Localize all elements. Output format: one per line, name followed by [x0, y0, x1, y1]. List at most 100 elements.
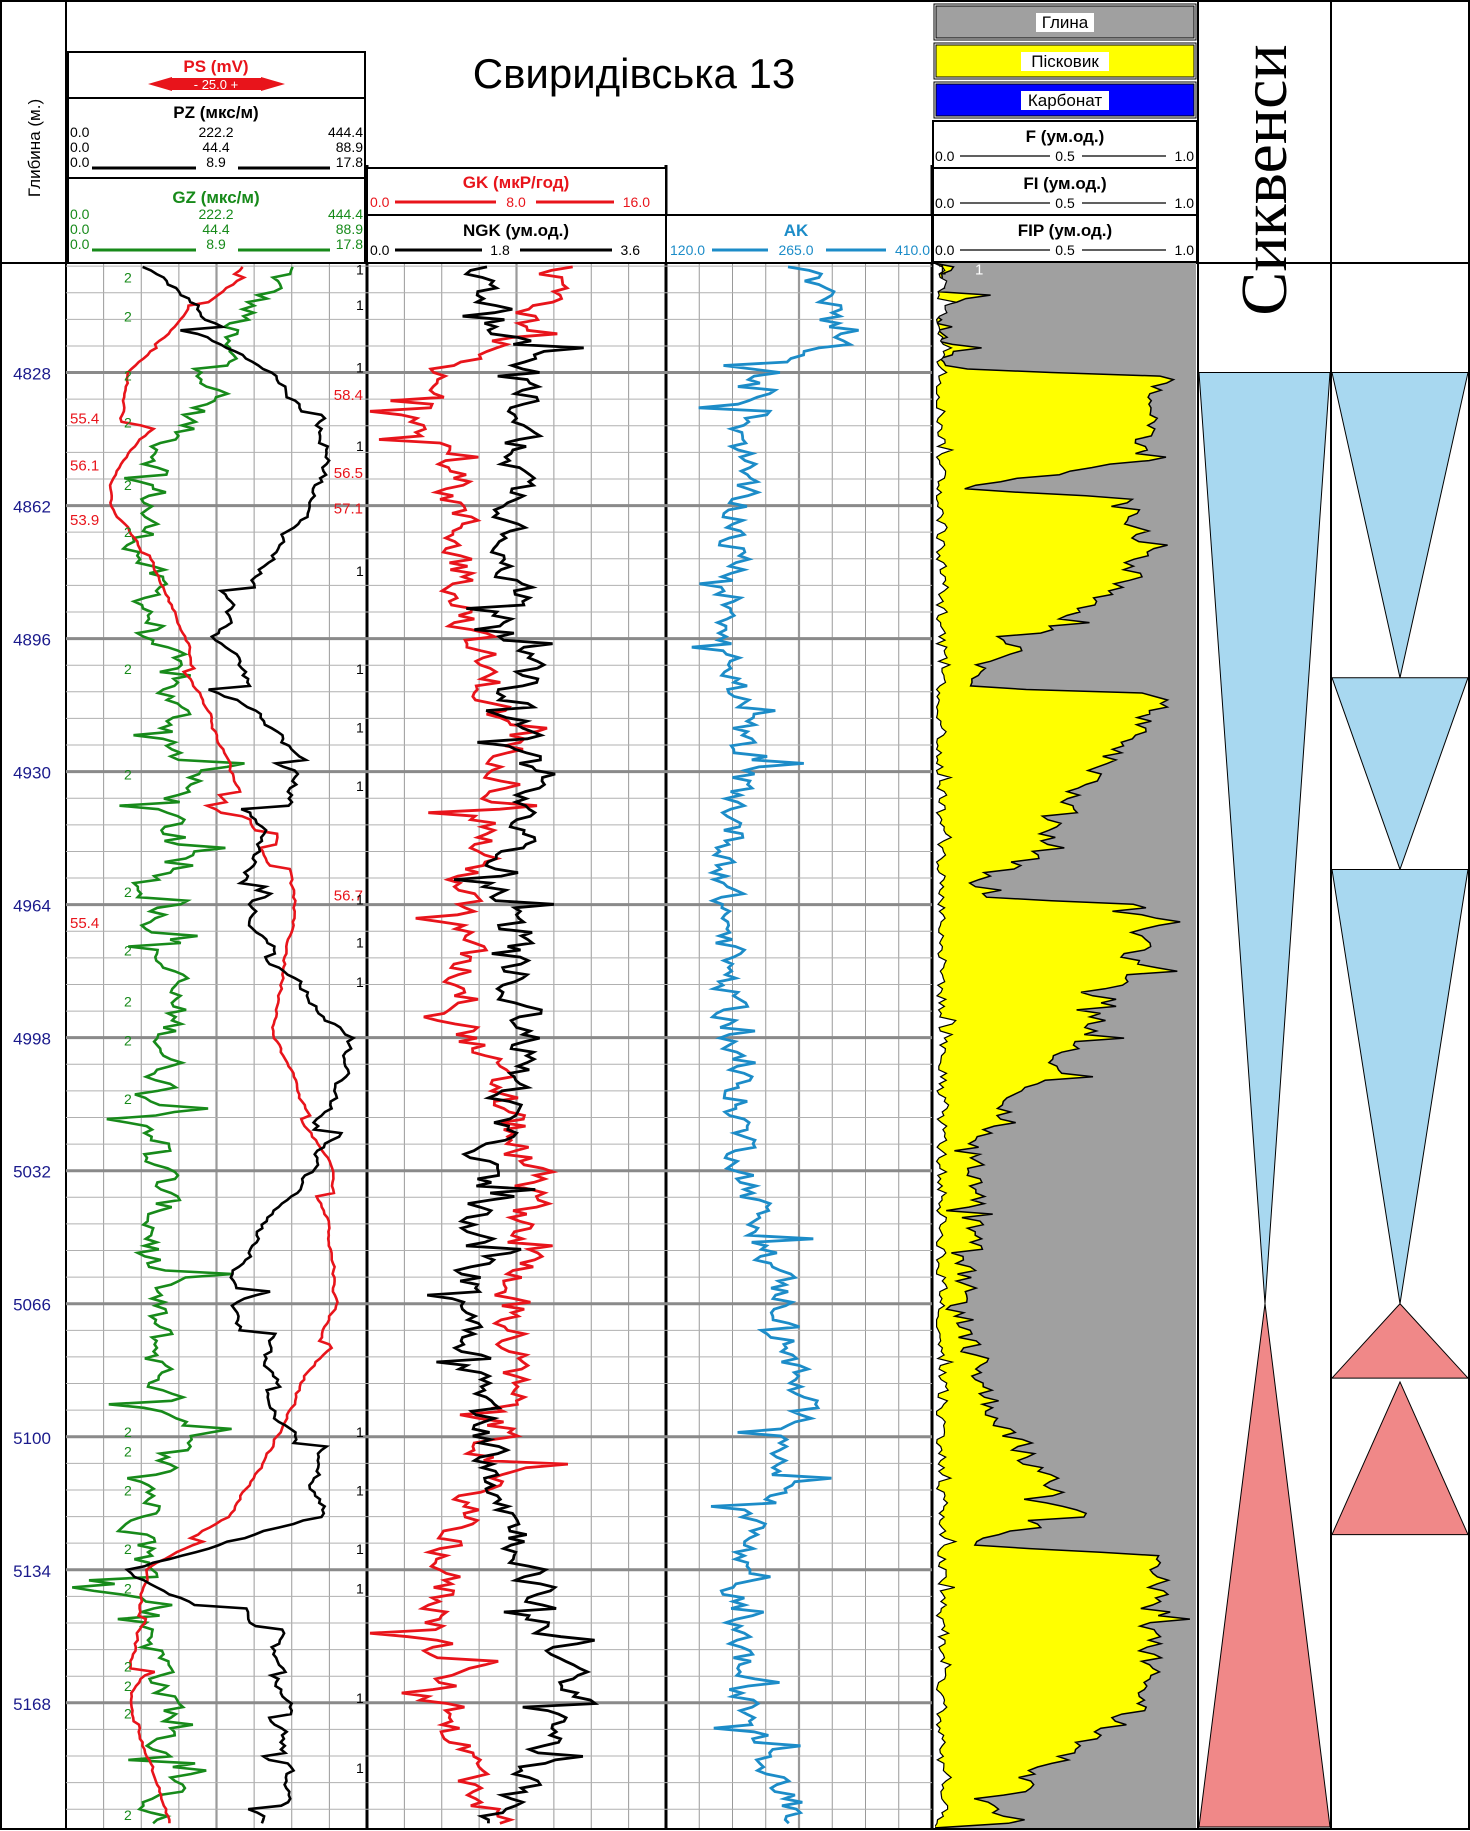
f-scale-max: 1.0 — [1175, 148, 1195, 164]
gk-header-box — [366, 167, 667, 216]
curve-marker-1: 1 — [356, 720, 364, 736]
pz-curve-label: PZ (мкс/м) — [173, 103, 258, 122]
curve-marker-2: 2 — [124, 477, 132, 493]
sequence-triangle-blue — [1331, 372, 1469, 678]
depth-tick-label: 5032 — [13, 1163, 51, 1182]
f-scale-min: 0.0 — [935, 148, 955, 164]
fi-scale-max: 1.0 — [1175, 195, 1195, 211]
curve-marker-1: 1 — [356, 1580, 364, 1596]
legend-label: Карбонат — [1028, 91, 1102, 110]
pz-scale-mid: 44.4 — [202, 139, 229, 155]
gk-curve — [369, 265, 573, 1825]
ngk-scale-mid: 1.8 — [490, 242, 510, 258]
curve-marker-1: 1 — [356, 974, 364, 990]
curve-marker-1: 1 — [356, 892, 364, 908]
gz-scale-min: 0.0 — [70, 236, 90, 252]
ps-curve-label: PS (mV) — [183, 57, 248, 76]
gk-scale-min: 0.0 — [370, 194, 390, 210]
ps-annotation-right: 56.5 — [334, 465, 363, 482]
white-fill — [935, 263, 959, 1828]
curve-marker-1: 1 — [356, 438, 364, 454]
legend-label: Пісковик — [1031, 52, 1099, 71]
depth-tick-label: 5066 — [13, 1296, 51, 1315]
ps-annotation: 55.4 — [70, 915, 99, 932]
sequence-column-1 — [1198, 372, 1331, 1828]
gz-scale-max: 88.9 — [336, 221, 363, 237]
fi-scale-mid: 0.5 — [1055, 195, 1075, 211]
legend-label-bg — [1036, 13, 1094, 32]
curve-marker-1: 1 — [356, 661, 364, 677]
ak-scale-max: 410.0 — [895, 242, 930, 258]
gz-scale-mid: 8.9 — [206, 236, 226, 252]
curve-marker-1: 1 — [356, 262, 364, 278]
ngk-curve — [427, 265, 600, 1824]
sequence-triangle-blue — [1331, 677, 1469, 871]
pz-scale-max: 88.9 — [336, 139, 363, 155]
ak-curve-label: AK — [784, 221, 809, 240]
sandstone-fill — [935, 263, 1190, 1828]
pz-scale-max: 17.8 — [336, 154, 363, 170]
track-grid — [66, 263, 367, 1828]
fip-curve-label: FIP (ум.од.) — [1018, 221, 1112, 240]
fi-scale-min: 0.0 — [935, 195, 955, 211]
well-title: Свиридівська 13 — [473, 50, 796, 97]
header-track-2: GK (мкР/год) 0.0 8.0 16.0 NGK (ум.од.) 0.0 1.8… — [366, 167, 667, 264]
curve-marker-2: 2 — [124, 1541, 132, 1557]
sequences-title: Сиквенси — [1228, 44, 1301, 315]
curve-marker-2: 2 — [124, 524, 132, 540]
curve-marker-1: 1 — [356, 1760, 364, 1776]
curve-marker-2: 2 — [124, 1033, 132, 1049]
pz-scale-min: 0.0 — [70, 154, 90, 170]
ps-scale-label: - 25.0 + — [194, 77, 238, 92]
curve-marker-2: 2 — [124, 1091, 132, 1107]
curve-marker-2: 2 — [124, 766, 132, 782]
curve-marker-1: 1 — [356, 1482, 364, 1498]
curve-marker-2: 2 — [124, 1659, 132, 1675]
curve-marker-2: 2 — [124, 367, 132, 383]
curve-marker-2: 2 — [124, 309, 132, 325]
pz-scale-max: 444.4 — [328, 124, 363, 140]
gz-scale-max: 17.8 — [336, 236, 363, 252]
ps-annotation-right: 58.4 — [334, 387, 363, 404]
track-4-lithology — [935, 263, 1196, 1828]
ps-annotation-right: 57.1 — [334, 500, 363, 517]
curve-marker-2: 2 — [124, 414, 132, 430]
pz-scale-mid: 8.9 — [206, 154, 226, 170]
legend-label-bg — [1021, 52, 1109, 71]
curve-marker-2: 2 — [124, 1443, 132, 1459]
curve-marker-2: 2 — [124, 1424, 132, 1440]
track-2-curves — [369, 265, 600, 1825]
f-scale-mid: 0.5 — [1055, 148, 1075, 164]
track-1-curves — [71, 265, 357, 1825]
ps-curve — [108, 266, 339, 1824]
ps-annotation-right: 56.7 — [334, 888, 363, 905]
depth-tick-label: 4896 — [13, 631, 51, 650]
sequence-triangle-blue — [1331, 868, 1469, 1304]
gk-curve-label: GK (мкР/год) — [463, 173, 570, 192]
curve-marker-1: 1 — [356, 778, 364, 794]
ps-annotation: 53.9 — [70, 512, 99, 529]
depth-tick-label: 5168 — [13, 1695, 51, 1714]
sequence-triangle-red — [1198, 1303, 1331, 1828]
curve-marker-1: 1 — [938, 262, 946, 279]
depth-tick-label: 5100 — [13, 1429, 51, 1448]
sequence-triangle-red — [1330, 1302, 1470, 1379]
ngk-header-box — [366, 214, 667, 264]
curve-marker-2: 2 — [124, 1807, 132, 1823]
track-grid — [666, 263, 932, 1828]
f-curve-label: F (ум.од.) — [1026, 127, 1105, 146]
curve-marker-2: 2 — [124, 884, 132, 900]
ak-scale-min: 120.0 — [670, 242, 705, 258]
gz-curve-label: GZ (мкс/м) — [172, 188, 259, 207]
curve-marker-2: 2 — [124, 1705, 132, 1721]
fi-curve-label: FI (ум.од.) — [1023, 174, 1106, 193]
fip-scale-mid: 0.5 — [1055, 242, 1075, 258]
gz-scale-min: 0.0 — [70, 221, 90, 237]
curve-marker-1: 1 — [356, 1541, 364, 1557]
gz-scale-mid: 222.2 — [198, 206, 233, 222]
ak-scale-mid: 265.0 — [778, 242, 813, 258]
curve-marker-2: 2 — [124, 993, 132, 1009]
curve-marker-1: 1 — [356, 563, 364, 579]
